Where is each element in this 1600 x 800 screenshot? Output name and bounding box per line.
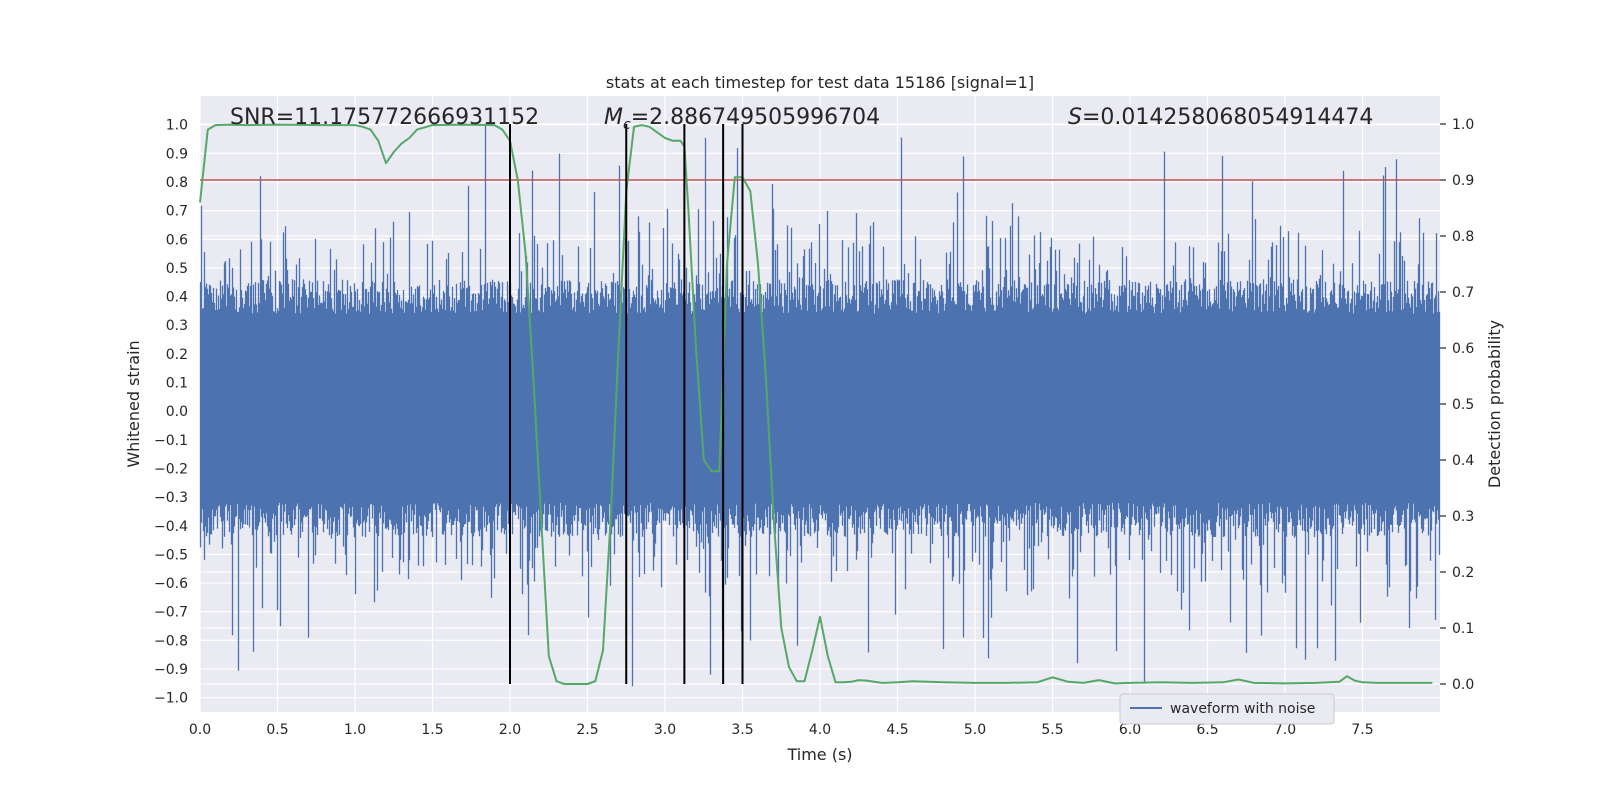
y-tick-label: 0.0 [166, 404, 188, 420]
y-tick-label: −0.3 [154, 490, 188, 506]
y-tick-label: 0.5 [166, 261, 188, 277]
chirp-mass-annotation: Mc=2.886749505996704 [604, 105, 880, 133]
x-tick-label: 2.5 [576, 722, 598, 738]
mc-symbol: M [604, 105, 623, 130]
y-tick-label: 0.7 [166, 204, 188, 220]
x-tick-label: 5.0 [964, 722, 986, 738]
waveform-series [199, 124, 1441, 687]
x-tick-label: 4.5 [886, 722, 908, 738]
y-tick-label: 0.6 [166, 232, 188, 248]
y2-tick-label: 0.8 [1452, 229, 1474, 245]
y2-tick-label: 0.2 [1452, 565, 1474, 581]
x-axis-label: Time (s) [786, 745, 852, 764]
y-tick-label: 0.9 [166, 146, 188, 162]
y2-tick-label: 0.7 [1452, 285, 1474, 301]
y2-tick-label: 0.0 [1452, 677, 1474, 693]
y-tick-label: 1.0 [166, 118, 188, 134]
x-tick-label: 7.0 [1274, 722, 1296, 738]
y2-tick-label: 0.1 [1452, 621, 1474, 637]
y-tick-label: 0.4 [166, 290, 188, 306]
legend-label: waveform with noise [1170, 701, 1315, 717]
event-vertical-lines [509, 124, 744, 684]
y2-tick-label: 0.6 [1452, 341, 1474, 357]
y-tick-label: −0.2 [154, 461, 188, 477]
y-tick-label: 0.2 [166, 347, 188, 363]
y2-tick-label: 1.0 [1452, 117, 1474, 133]
mc-value: =2.886749505996704 [631, 105, 880, 130]
y2-tick-label: 0.4 [1452, 453, 1474, 469]
y-tick-label: 0.3 [166, 318, 188, 334]
s-annotation: S=0.014258068054914474 [1068, 105, 1373, 130]
y-tick-label: −0.8 [154, 633, 188, 649]
y2-tick-label: 0.5 [1452, 397, 1474, 413]
x-tick-label: 3.0 [654, 722, 676, 738]
x-tick-label: 6.5 [1196, 722, 1218, 738]
y2-tick-label: 0.9 [1452, 173, 1474, 189]
y-axis-label: Whitened strain [124, 340, 143, 467]
waveform-core [200, 330, 1440, 486]
x-tick-label: 7.5 [1351, 722, 1373, 738]
snr-annotation: SNR=11.175772666931152 [230, 105, 539, 130]
s-value: =0.014258068054914474 [1082, 105, 1373, 130]
x-tick-label: 1.5 [421, 722, 443, 738]
x-tick-label: 3.5 [731, 722, 753, 738]
y-tick-label: 0.1 [166, 376, 188, 392]
y-tick-label: −0.7 [154, 605, 188, 621]
legend: waveform with noise [1119, 693, 1335, 725]
s-symbol: S [1068, 105, 1082, 130]
y-tick-label: −0.5 [154, 547, 188, 563]
y-tick-label: −0.6 [154, 576, 188, 592]
x-tick-label: 0.0 [189, 722, 211, 738]
y-tick-label: −0.1 [154, 433, 188, 449]
x-tick-label: 2.0 [499, 722, 521, 738]
y2-axis-label: Detection probability [1485, 320, 1504, 488]
y-tick-label: 0.8 [166, 175, 188, 191]
x-tick-label: 4.0 [809, 722, 831, 738]
mc-subscript: c [623, 117, 631, 133]
y2-tick-label: 0.3 [1452, 509, 1474, 525]
x-tick-label: 6.0 [1119, 722, 1141, 738]
x-tick-label: 1.0 [344, 722, 366, 738]
chart-title: stats at each timestep for test data 151… [606, 73, 1034, 92]
x-tick-label: 5.5 [1041, 722, 1063, 738]
x-tick-label: 0.5 [266, 722, 288, 738]
y-tick-label: −0.9 [154, 662, 188, 678]
y-tick-label: −1.0 [154, 691, 188, 707]
legend-box [1119, 693, 1335, 725]
y-tick-label: −0.4 [154, 519, 188, 535]
axes: 0.0 0.5 1.0 1.5 2.0 2.5 3.0 3.5 4.0 4.5 5.0 5.5 6.0 6… [154, 117, 1474, 738]
